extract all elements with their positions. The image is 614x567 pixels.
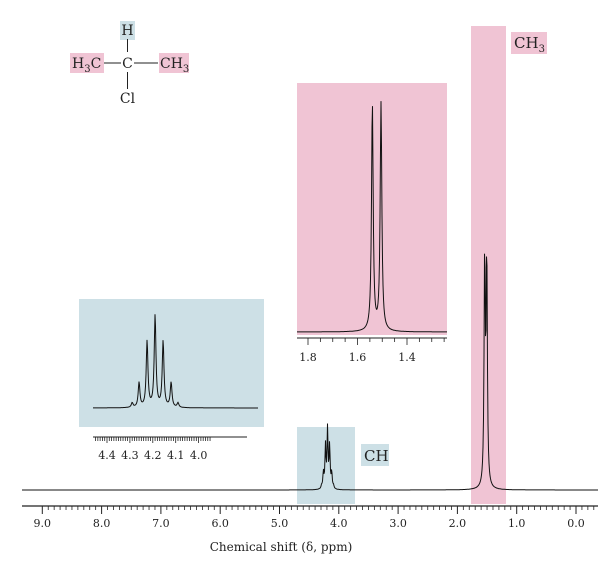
ch-peak-label: CH (361, 444, 389, 466)
ch3-inset-axis: 1.8 1.6 1.4 (297, 337, 447, 364)
ch-label-text: CH (364, 447, 389, 465)
ch-inset-trace (93, 314, 258, 409)
x-tick-label: 7.0 (152, 517, 170, 530)
methine-h-highlight (120, 21, 135, 40)
ch3-inset-tick-label: 1.6 (349, 351, 367, 364)
ch3-label-text: CH3 (514, 34, 545, 55)
ch3-peak-label: CH3 (511, 32, 547, 55)
ch-highlight-band (297, 427, 355, 504)
molecule-structure: H C Cl H3C CH3 (70, 21, 189, 107)
ch-inset-axis: 4.4 4.3 4.2 4.1 4.0 (93, 436, 247, 462)
right-methyl-label: CH3 (160, 56, 189, 75)
ch-inset-tick-label: 4.2 (144, 449, 162, 462)
spectrum-trace (22, 253, 598, 491)
left-methyl-sub: 3 (84, 64, 90, 75)
ch-inset-tick-label: 4.1 (167, 449, 185, 462)
atom-cl: Cl (120, 91, 136, 107)
ch3-label-sub: 3 (539, 44, 545, 55)
ch3-inset-trace (297, 101, 447, 333)
x-tick-label: 1.0 (508, 517, 526, 530)
left-methyl-tail: C (91, 56, 102, 72)
x-tick-label: 0.0 (567, 517, 585, 530)
right-methyl-sub: 3 (183, 64, 189, 75)
atom-c: C (122, 56, 133, 72)
x-tick-label: 9.0 (34, 517, 52, 530)
x-axis-ticks: 9.0 8.0 7.0 6.0 5.0 4.0 3.0 2.0 1.0 0.0 (34, 506, 595, 530)
x-axis-title: Chemical shift (δ, ppm) (210, 540, 353, 554)
left-methyl-highlight (70, 53, 104, 73)
right-methyl-base: CH (160, 56, 183, 72)
ch-inset-tick-label: 4.3 (121, 449, 139, 462)
x-tick-label: 8.0 (93, 517, 111, 530)
left-methyl-base: H (72, 56, 84, 72)
right-methyl-highlight (159, 53, 189, 73)
ch3-inset-tick-label: 1.4 (398, 351, 416, 364)
x-tick-label: 6.0 (211, 517, 229, 530)
ch3-label-highlight (511, 32, 547, 54)
ch3-label-base: CH (514, 34, 539, 52)
ch-inset-tick-label: 4.0 (190, 449, 208, 462)
ch3-inset-tick-label: 1.8 (299, 351, 317, 364)
x-tick-label: 5.0 (271, 517, 289, 530)
x-tick-label: 2.0 (449, 517, 467, 530)
x-tick-label: 3.0 (389, 517, 407, 530)
atom-h: H (121, 23, 133, 39)
ch-inset-tick-label: 4.4 (98, 449, 116, 462)
left-methyl-label: H3C (72, 56, 101, 75)
ch-inset-panel (79, 299, 264, 427)
x-tick-label: 4.0 (330, 517, 348, 530)
ch-label-highlight (361, 444, 389, 466)
